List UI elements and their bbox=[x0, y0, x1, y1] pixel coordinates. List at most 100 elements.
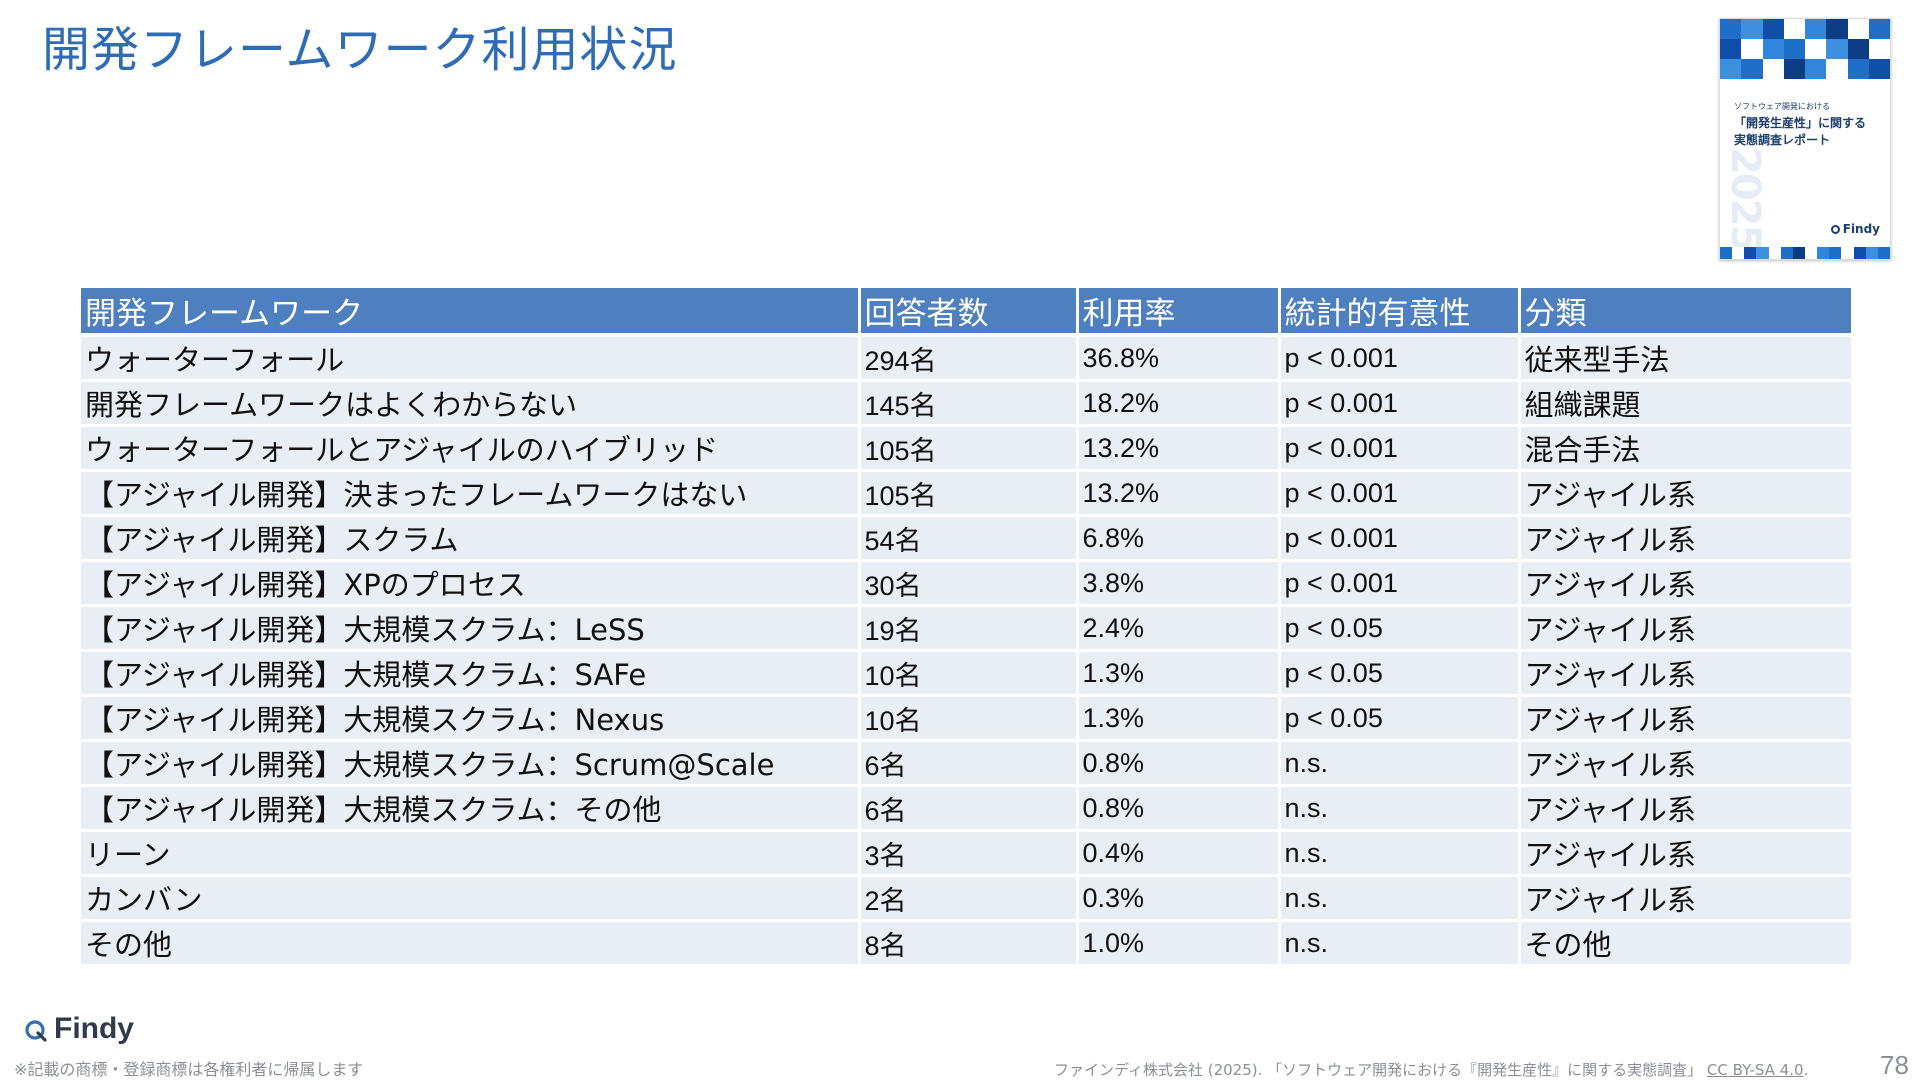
cell-category: アジャイル系 bbox=[1519, 605, 1851, 652]
table-row: カンバン 2名 0.3% n.s. アジャイル系 bbox=[81, 875, 1851, 922]
cover-subtitle: ソフトウェア開発における bbox=[1734, 102, 1830, 111]
cell-framework: 【アジャイル開発】大規模スクラム：SAFe bbox=[81, 650, 861, 697]
cell-category: 混合手法 bbox=[1519, 425, 1851, 472]
table-row: 【アジャイル開発】決まったフレームワークはない 105名 13.2% p < 0.00… bbox=[81, 470, 1851, 517]
table-row: 開発フレームワークはよくわからない 145名 18.2% p < 0.001 組織課題 bbox=[81, 380, 1851, 427]
cell-framework: 【アジャイル開発】XPのプロセス bbox=[81, 560, 861, 607]
cell-respondents: 105名 bbox=[859, 425, 1079, 472]
header-respondents: 回答者数 bbox=[859, 288, 1079, 337]
cell-significance: p < 0.05 bbox=[1279, 695, 1521, 742]
cell-respondents: 2名 bbox=[859, 875, 1079, 922]
cell-usage-rate: 0.8% bbox=[1077, 785, 1281, 832]
cell-respondents: 54名 bbox=[859, 515, 1079, 562]
cell-significance: p < 0.001 bbox=[1279, 470, 1521, 517]
table-row: 【アジャイル開発】大規模スクラム：LeSS 19名 2.4% p < 0.05 アジャイ… bbox=[81, 605, 1851, 652]
cover-title: 「開発生産性」に関する 実態調査レポート bbox=[1734, 115, 1866, 149]
cell-usage-rate: 13.2% bbox=[1077, 470, 1281, 517]
framework-usage-table: 開発フレームワーク 回答者数 利用率 統計的有意性 分類 ウォーターフォール 294名 36… bbox=[81, 288, 1851, 967]
table-header-row: 開発フレームワーク 回答者数 利用率 統計的有意性 分類 bbox=[81, 288, 1851, 337]
cover-mosaic-graphic bbox=[1720, 19, 1890, 79]
findy-logo-icon bbox=[24, 1017, 48, 1042]
table-row: ウォーターフォールとアジャイルのハイブリッド 105名 13.2% p < 0.001… bbox=[81, 425, 1851, 472]
page-number: 78 bbox=[1880, 1050, 1909, 1080]
cell-usage-rate: 0.8% bbox=[1077, 740, 1281, 787]
cell-respondents: 19名 bbox=[859, 605, 1079, 652]
table-row: 【アジャイル開発】大規模スクラム：その他 6名 0.8% n.s. アジャイル系 bbox=[81, 785, 1851, 832]
cell-usage-rate: 3.8% bbox=[1077, 560, 1281, 607]
cell-category: アジャイル系 bbox=[1519, 875, 1851, 922]
cell-significance: p < 0.05 bbox=[1279, 650, 1521, 697]
table-row: 【アジャイル開発】スクラム 54名 6.8% p < 0.001 アジャイル系 bbox=[81, 515, 1851, 562]
cell-framework: 【アジャイル開発】大規模スクラム：その他 bbox=[81, 785, 861, 832]
cell-framework: リーン bbox=[81, 830, 861, 877]
cell-category: アジャイル系 bbox=[1519, 470, 1851, 517]
cover-logo-text: Findy bbox=[1842, 222, 1880, 236]
cell-framework: 【アジャイル開発】大規模スクラム：LeSS bbox=[81, 605, 861, 652]
cell-category: アジャイル系 bbox=[1519, 830, 1851, 877]
cell-significance: p < 0.001 bbox=[1279, 560, 1521, 607]
brand-name: Findy bbox=[54, 1012, 134, 1045]
cover-year: 2025 bbox=[1722, 147, 1768, 251]
cover-title-line1: 「開発生産性」に関する bbox=[1734, 116, 1867, 130]
header-framework: 開発フレームワーク bbox=[81, 288, 861, 337]
cell-respondents: 105名 bbox=[859, 470, 1079, 517]
cell-framework: 【アジャイル開発】スクラム bbox=[81, 515, 861, 562]
cell-significance: p < 0.001 bbox=[1279, 380, 1521, 427]
cell-category: アジャイル系 bbox=[1519, 695, 1851, 742]
cell-respondents: 30名 bbox=[859, 560, 1079, 607]
table-row: 【アジャイル開発】大規模スクラム：Scrum@Scale 6名 0.8% n.s. アジ… bbox=[81, 740, 1851, 787]
cover-bottom-band bbox=[1720, 247, 1890, 259]
table-row: リーン 3名 0.4% n.s. アジャイル系 bbox=[81, 830, 1851, 877]
cell-usage-rate: 13.2% bbox=[1077, 425, 1281, 472]
cell-respondents: 3名 bbox=[859, 830, 1079, 877]
cell-significance: n.s. bbox=[1279, 920, 1521, 967]
cell-category: 組織課題 bbox=[1519, 380, 1851, 427]
cell-framework: その他 bbox=[81, 920, 861, 967]
cell-usage-rate: 2.4% bbox=[1077, 605, 1281, 652]
table-header: 開発フレームワーク 回答者数 利用率 統計的有意性 分類 bbox=[81, 288, 1851, 337]
cell-usage-rate: 1.3% bbox=[1077, 650, 1281, 697]
cell-respondents: 6名 bbox=[859, 740, 1079, 787]
cover-title-line2: 実態調査レポート bbox=[1734, 133, 1831, 147]
cell-framework: 【アジャイル開発】決まったフレームワークはない bbox=[81, 470, 861, 517]
cell-respondents: 294名 bbox=[859, 335, 1079, 382]
citation-text: ファインディ株式会社 (2025). 「ソフトウェア開発における『開発生産性』に… bbox=[1054, 1061, 1703, 1079]
cell-significance: p < 0.001 bbox=[1279, 515, 1521, 562]
cell-framework: 【アジャイル開発】大規模スクラム：Scrum@Scale bbox=[81, 740, 861, 787]
cell-usage-rate: 1.3% bbox=[1077, 695, 1281, 742]
header-significance: 統計的有意性 bbox=[1279, 288, 1521, 337]
cell-significance: p < 0.001 bbox=[1279, 425, 1521, 472]
cell-framework: 開発フレームワークはよくわからない bbox=[81, 380, 861, 427]
cell-category: アジャイル系 bbox=[1519, 515, 1851, 562]
table-body: ウォーターフォール 294名 36.8% p < 0.001 従来型手法 開発フレームワー… bbox=[81, 335, 1851, 967]
citation: ファインディ株式会社 (2025). 「ソフトウェア開発における『開発生産性』に… bbox=[1054, 1059, 1808, 1080]
table-row: 【アジャイル開発】大規模スクラム：Nexus 10名 1.3% p < 0.05 アジャ… bbox=[81, 695, 1851, 742]
cell-usage-rate: 0.4% bbox=[1077, 830, 1281, 877]
license-link[interactable]: CC BY-SA 4.0 bbox=[1706, 1061, 1804, 1079]
cell-category: アジャイル系 bbox=[1519, 560, 1851, 607]
cell-usage-rate: 1.0% bbox=[1077, 920, 1281, 967]
page-title: 開発フレームワーク利用状況 bbox=[42, 22, 678, 78]
report-cover-thumbnail: ソフトウェア開発における 「開発生産性」に関する 実態調査レポート 2025 F… bbox=[1719, 18, 1891, 260]
header-category: 分類 bbox=[1519, 288, 1851, 337]
cell-category: その他 bbox=[1519, 920, 1851, 967]
cell-respondents: 6名 bbox=[859, 785, 1079, 832]
citation-end: . bbox=[1803, 1061, 1809, 1079]
cell-significance: n.s. bbox=[1279, 830, 1521, 877]
cell-framework: 【アジャイル開発】大規模スクラム：Nexus bbox=[81, 695, 861, 742]
cell-category: アジャイル系 bbox=[1519, 740, 1851, 787]
findy-brand-logo: Findy bbox=[24, 1012, 134, 1046]
cell-significance: n.s. bbox=[1279, 785, 1521, 832]
table-row: ウォーターフォール 294名 36.8% p < 0.001 従来型手法 bbox=[81, 335, 1851, 382]
cell-significance: p < 0.001 bbox=[1279, 335, 1521, 382]
cell-usage-rate: 0.3% bbox=[1077, 875, 1281, 922]
cell-framework: カンバン bbox=[81, 875, 861, 922]
cell-significance: n.s. bbox=[1279, 875, 1521, 922]
cell-category: アジャイル系 bbox=[1519, 785, 1851, 832]
header-usage-rate: 利用率 bbox=[1077, 288, 1281, 337]
cell-respondents: 145名 bbox=[859, 380, 1079, 427]
cell-usage-rate: 6.8% bbox=[1077, 515, 1281, 562]
cell-framework: ウォーターフォールとアジャイルのハイブリッド bbox=[81, 425, 861, 472]
cover-logo: Findy bbox=[1830, 222, 1880, 236]
